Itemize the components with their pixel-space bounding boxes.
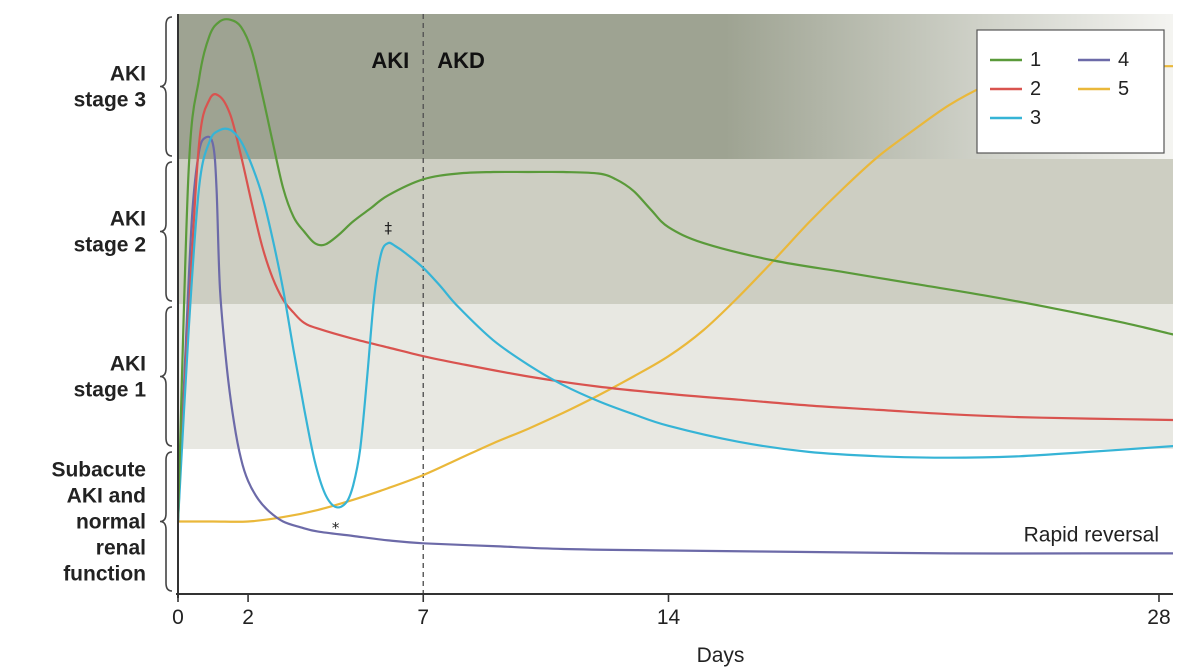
stage-brace-2 [159, 161, 173, 302]
x-axis-title: Days [697, 644, 745, 667]
series-lines [178, 18, 1173, 555]
band-3 [178, 304, 1173, 449]
series-line-3 [178, 127, 1173, 523]
stage-label-line: Subacute [51, 459, 146, 482]
stage-label-line: AKI [110, 63, 146, 86]
legend-label-3: 3 [1030, 107, 1041, 129]
stage-brace-4 [159, 451, 173, 592]
stage-label-3: AKI stage 1 [74, 353, 147, 402]
x-tick-label: 28 [1147, 606, 1170, 629]
legend-label-4: 4 [1118, 49, 1129, 71]
series-line-1 [178, 18, 1173, 523]
legend: 1 2 3 4 5 [976, 29, 1165, 154]
annotation-rapid-reversal: Rapid reversal [1024, 523, 1159, 546]
phase-divider: AKI AKD [371, 14, 485, 594]
stage-label-1: AKI stage 3 [74, 63, 146, 112]
stage-brace-3 [159, 306, 173, 447]
x-tick-label: 14 [657, 606, 681, 629]
stage-label-line: renal [96, 537, 146, 560]
x-tick-label: 0 [172, 606, 184, 629]
series-line-2 [178, 93, 1173, 516]
x-tick-label: 7 [417, 606, 429, 629]
band-4 [178, 449, 1173, 594]
annotation-double-dagger: ‡ [384, 219, 392, 237]
x-ticks: 0 2 7 14 28 [172, 594, 1171, 629]
legend-box [976, 29, 1165, 154]
stage-label-line: AKI [110, 208, 146, 231]
annotations: Rapid reversal * ‡ [332, 219, 1159, 546]
legend-label-2: 2 [1030, 78, 1041, 100]
axes [176, 14, 1173, 598]
stage-braces [159, 16, 173, 592]
legend-label-5: 5 [1118, 78, 1129, 100]
x-tick-label: 2 [242, 606, 254, 629]
stage-label-4: Subacute AKI and normal renal function [51, 459, 146, 586]
phase-label-akd: AKD [437, 48, 485, 73]
stage-label-line: AKI [110, 353, 146, 376]
series-line-4 [178, 135, 1173, 555]
stage-label-line: stage 3 [74, 89, 146, 112]
stage-label-line: normal [76, 511, 146, 534]
legend-label-1: 1 [1030, 49, 1041, 71]
annotation-asterisk: * [332, 519, 340, 537]
phase-label-aki: AKI [371, 48, 409, 73]
stage-label-line: stage 2 [74, 234, 146, 257]
stage-brace-1 [159, 16, 173, 157]
stage-labels: AKI stage 3 AKI stage 2 AKI stage 1 Subacute AK… [51, 63, 146, 586]
stage-label-2: AKI stage 2 [74, 208, 146, 257]
stage-label-line: stage 1 [74, 379, 147, 402]
stage-label-line: function [63, 563, 146, 586]
stage-label-line: AKI and [67, 485, 146, 508]
